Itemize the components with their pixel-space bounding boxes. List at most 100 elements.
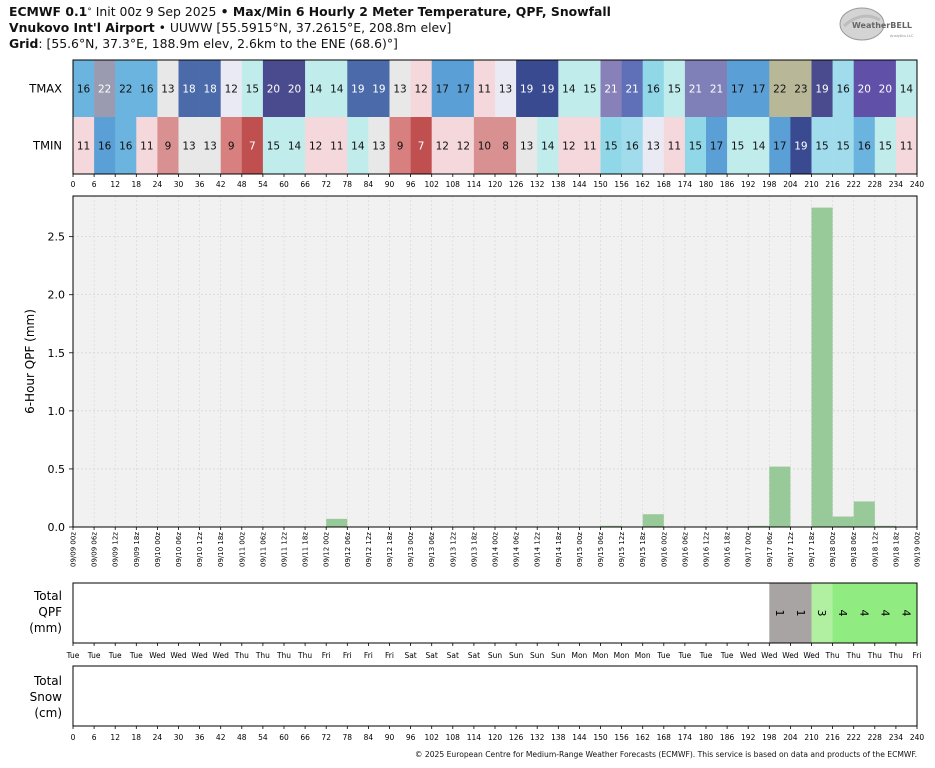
tmin-value-label: 15 [836,141,849,153]
temp-x-tick-label: 6 [92,180,97,189]
qpf-x-tick-label: 09/18 00z [829,532,837,567]
tmax-cell [495,60,517,117]
tmin-cell [537,117,559,174]
temp-x-tick-label: 132 [530,180,545,189]
tmax-cell [326,60,348,117]
snow-x-tick-label: 84 [364,733,374,742]
snow-x-tick-label: 24 [153,733,163,742]
header-line-1: ECMWF 0.1° Init 00z 9 Sep 2025 • Max/Min… [9,4,829,20]
tmin-cell [706,117,728,174]
tmin-cell [811,117,833,174]
tmin-cell [73,117,95,174]
tmin-cell [663,117,686,174]
qpf-panel: 0.0 0.5 1.0 1.5 2.0 2.5 09/09 00z 09/09 06z 09/0… [23,195,922,567]
day-label: Sat [426,651,438,660]
snow-x-tick-label: 210 [804,733,819,742]
day-label: Fri [364,651,373,660]
day-label: Fri [343,651,352,660]
total-qpf-cell [874,583,897,643]
snow-x-tick-label: 162 [636,733,651,742]
qpf-x-tick-label: 09/09 18z [133,532,141,567]
qpf-y-tick-label: 0.5 [48,463,66,476]
tmin-value-label: 14 [288,141,302,153]
day-label: Thu [276,651,291,660]
qpf-x-tick-label: 09/14 00z [492,532,500,567]
tmax-cell [410,60,432,117]
tmax-cell [684,60,707,117]
qpf-y-tick-label: 0.0 [48,521,66,534]
snow-x-tick-label: 6 [92,733,97,742]
tmin-value-label: 13 [520,141,533,153]
temp-x-tick-label: 108 [446,180,461,189]
snow-x-tick-label: 150 [593,733,608,742]
day-label: Tue [656,651,670,660]
temp-x-tick-label: 42 [216,180,226,189]
temp-x-tick-label: 0 [71,180,76,189]
tmax-cell [642,60,665,117]
tmin-value-label: 17 [773,141,786,153]
day-label: Mon [614,651,630,660]
day-label: Tue [677,651,691,660]
tmax-value-label: 14 [562,84,576,96]
day-label: Tue [108,651,122,660]
temp-x-tick-label: 30 [174,180,184,189]
tmin-value-label: 8 [502,141,509,153]
tmin-value-label: 11 [900,141,913,153]
qpf-bar [769,466,791,527]
tmin-cell [452,117,475,174]
tmax-value-label: 13 [393,84,406,96]
qpf-x-tick-label: 09/15 12z [618,532,626,567]
qpf-x-tick-label: 09/14 12z [534,532,542,567]
day-label: Tue [699,651,713,660]
tmin-value-label: 16 [98,141,112,153]
snow-x-tick-label: 198 [762,733,777,742]
qpf-x-tick-label: 09/11 00z [238,532,246,567]
tmax-value-label: 15 [668,84,681,96]
day-label: Wed [191,651,208,660]
qpf-x-tick-label: 09/09 12z [112,532,120,567]
temp-x-tick-label: 72 [321,180,331,189]
day-label: Sun [551,651,566,660]
qpf-x-tick-label: 09/16 18z [724,532,732,567]
temp-x-tick-label: 96 [406,180,416,189]
tmax-cell [706,60,728,117]
snow-x-tick-label: 36 [195,733,205,742]
snow-x-tick-label: 234 [889,733,904,742]
tmin-value-label: 15 [267,141,280,153]
tmin-cell [727,117,749,174]
tmax-cell [853,60,876,117]
qpf-bar [874,525,896,527]
tmin-value-label: 12 [436,141,449,153]
tmin-value-label: 15 [689,141,702,153]
day-label: Wed [803,651,820,660]
tmax-cell [727,60,749,117]
tmax-value-label: 19 [372,84,385,96]
tmin-value-label: 15 [604,141,617,153]
total-snow-axis-label: Snow [30,690,63,704]
tmax-cell [115,60,137,117]
header-line-3: Grid: [55.6°N, 37.3°E, 188.9m elev, 2.6k… [9,36,829,52]
day-label: Wed [740,651,757,660]
tmax-value-label: 18 [182,84,195,96]
snow-x-tick-label: 30 [174,733,184,742]
total-qpf-axis-label: QPF [38,605,62,619]
tmax-cell [579,60,601,117]
temp-x-tick-label: 156 [614,180,629,189]
tmax-cell [790,60,812,117]
tmin-value-label: 19 [794,141,807,153]
qpf-x-tick-label: 09/11 18z [302,532,310,567]
temp-x-tick-label: 168 [657,180,672,189]
copyright-notice: © 2025 European Centre for Medium-Range … [414,750,917,759]
temp-x-tick-label: 192 [741,180,756,189]
station-name: Vnukovo Int'l Airport [9,20,155,35]
tmin-cell [516,117,538,174]
tmin-cell [410,117,432,174]
tmax-cell [178,60,200,117]
snow-x-tick-label: 120 [488,733,503,742]
qpf-y-tick-label: 1.5 [48,347,66,360]
tmin-value-label: 16 [625,141,639,153]
tmax-cell [558,60,580,117]
tmin-value-label: 11 [140,141,153,153]
tmin-cell [136,117,158,174]
snow-x-tick-label: 174 [678,733,693,742]
